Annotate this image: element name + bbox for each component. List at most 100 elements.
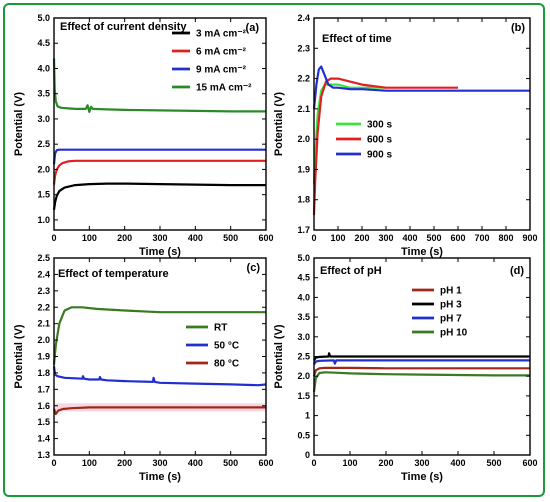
panel-title: Effect of current density — [60, 21, 187, 33]
legend-label: pH 10 — [440, 328, 468, 339]
y-tick-label: 3.5 — [297, 312, 310, 322]
x-tick-label: 100 — [330, 233, 345, 243]
y-tick-label: 1.7 — [37, 384, 50, 394]
y-tick-label: 5.0 — [297, 253, 310, 263]
x-tick-label: 500 — [223, 233, 238, 243]
panel-d: 0 100 200 300 400 500 600 0 0.5 1 1.5 2.0 2.5 3.0 3.5 4… — [273, 253, 538, 483]
panel-a: 0 100 200 300 400 500 600 1.0 1.5 2.0 2.5 3.0 3.5 4.0… — [13, 13, 274, 258]
legend-label: pH 3 — [440, 300, 462, 311]
legend-label: 9 mA cm⁻² — [196, 65, 247, 76]
panel-label: (b) — [511, 22, 525, 34]
x-tick-label: 100 — [82, 233, 97, 243]
series-line-a-0 — [52, 182, 266, 210]
panel-label: (c) — [247, 262, 261, 274]
y-tick-label: 1 — [305, 411, 310, 421]
x-axis-label: Time (s) — [401, 471, 443, 483]
y-tick-label: 1.9 — [37, 352, 50, 362]
x-tick-label: 600 — [258, 458, 273, 468]
series-line-b-2 — [312, 65, 530, 110]
y-tick-label: 2.1 — [297, 104, 310, 114]
legend-label: 15 mA cm⁻² — [196, 83, 252, 94]
x-tick-label: 900 — [522, 233, 537, 243]
x-axis-label: Time (s) — [139, 246, 181, 258]
legend-label: 3 mA cm⁻² — [196, 29, 247, 40]
series-line-d-0 — [312, 366, 530, 377]
y-tick-label: 2.2 — [37, 302, 50, 312]
plot-frame — [53, 257, 267, 456]
y-tick-label: 3.0 — [37, 114, 50, 124]
y-tick-label: 2.5 — [37, 139, 50, 149]
series-line-c-1 — [52, 366, 267, 387]
series-line-d-1 — [313, 352, 530, 362]
x-tick-label: 400 — [188, 458, 203, 468]
x-tick-label: 800 — [498, 233, 513, 243]
y-tick-label: 1.5 — [37, 190, 50, 200]
series-line-d-2 — [313, 359, 530, 365]
panel-label: (a) — [246, 22, 260, 34]
x-tick-label: 500 — [426, 233, 441, 243]
y-tick-label: 2.4 — [297, 13, 310, 23]
y-tick-label: 2.0 — [297, 371, 310, 381]
x-tick-label: 300 — [414, 458, 429, 468]
y-tick-label: 2.3 — [37, 286, 50, 296]
legend-label: 80 °C — [214, 359, 239, 370]
figure-frame — [3, 3, 545, 497]
y-tick-label: 4.5 — [297, 273, 310, 283]
x-tick-label: 0 — [311, 233, 316, 243]
series-line-b-1 — [312, 77, 458, 215]
y-tick-label: 4.0 — [297, 292, 310, 302]
x-axis-label: Time (s) — [401, 246, 443, 258]
x-tick-label: 400 — [188, 233, 203, 243]
x-tick-label: 500 — [486, 458, 501, 468]
series-line-c-2 — [52, 406, 266, 416]
y-tick-label: 2.3 — [297, 43, 310, 53]
y-tick-label: 1.5 — [37, 417, 50, 427]
y-tick-label: 2.0 — [37, 164, 50, 174]
x-tick-label: 200 — [117, 458, 132, 468]
x-tick-label: 300 — [152, 458, 167, 468]
y-tick-label: 1.6 — [37, 401, 50, 411]
y-tick-label: 2.0 — [37, 335, 50, 345]
x-tick-label: 0 — [311, 458, 316, 468]
series-line-a-3 — [52, 58, 266, 114]
x-tick-label: 300 — [378, 233, 393, 243]
legend-label: 600 s — [367, 135, 392, 146]
x-tick-label: 600 — [450, 233, 465, 243]
y-tick-label: 1.5 — [297, 391, 310, 401]
y-axis-label: Potential (V) — [273, 92, 285, 157]
y-axis-label: Potential (V) — [13, 324, 25, 389]
y-tick-label: 1.8 — [297, 195, 310, 205]
y-tick-label: 1.9 — [297, 164, 310, 174]
x-tick-label: 0 — [51, 233, 56, 243]
legend-label: RT — [214, 323, 227, 334]
x-axis-label: Time (s) — [139, 471, 181, 483]
y-tick-label: 1.4 — [37, 434, 50, 444]
y-tick-label: 0 — [305, 450, 310, 460]
x-tick-label: 100 — [342, 458, 357, 468]
panel-b: 0 100 200 300 400 500 600 700 800 900 1.7 1.8 1.9 2.0… — [273, 13, 538, 258]
y-tick-label: 2.2 — [297, 74, 310, 84]
panel-title: Effect of pH — [320, 265, 382, 277]
y-tick-label: 3.0 — [297, 332, 310, 342]
x-tick-label: 300 — [152, 233, 167, 243]
x-tick-label: 200 — [378, 458, 393, 468]
panel-title: Effect of time — [322, 33, 392, 45]
panel-title: Effect of temperature — [58, 268, 169, 280]
legend-label: pH 7 — [440, 314, 462, 325]
y-tick-label: 1.7 — [297, 225, 310, 235]
y-tick-label: 2.5 — [297, 352, 310, 362]
legend-label: 300 s — [367, 120, 392, 131]
legend-label: 900 s — [367, 150, 392, 161]
series-line-a-1 — [52, 159, 266, 185]
x-tick-label: 400 — [402, 233, 417, 243]
x-tick-label: 700 — [474, 233, 489, 243]
x-tick-label: 200 — [354, 233, 369, 243]
panel-label: (d) — [510, 265, 524, 277]
y-tick-label: 2.5 — [37, 253, 50, 263]
y-axis-label: Potential (V) — [13, 92, 25, 157]
y-tick-label: 1.0 — [37, 215, 50, 225]
y-tick-label: 2.0 — [297, 134, 310, 144]
plot-frame — [313, 17, 531, 231]
x-tick-label: 200 — [117, 233, 132, 243]
legend-label: pH 1 — [440, 286, 462, 297]
